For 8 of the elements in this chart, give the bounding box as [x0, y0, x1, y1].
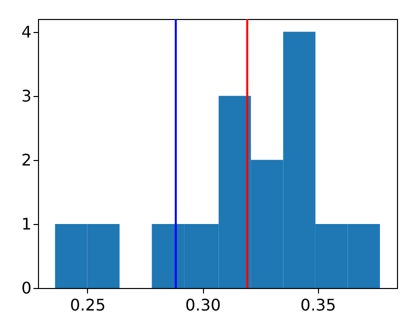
y-tick-label: 2	[21, 150, 32, 170]
y-tick-label: 3	[21, 86, 32, 106]
y-tick-label: 0	[21, 278, 32, 298]
x-tick-label: 0.30	[185, 296, 221, 314]
x-tick-label: 0.25	[70, 296, 106, 314]
x-tick-label: 0.35	[300, 296, 336, 314]
y-tick-label: 4	[21, 22, 32, 42]
y-tick-label: 1	[21, 214, 32, 234]
